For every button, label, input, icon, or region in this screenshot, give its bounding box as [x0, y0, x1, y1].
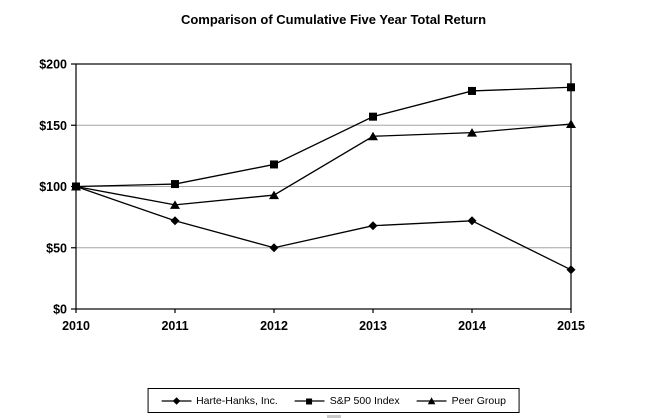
marker-diamond — [566, 265, 576, 275]
legend-label: Peer Group — [451, 394, 506, 407]
marker-square — [72, 182, 80, 191]
marker-triangle — [170, 200, 180, 209]
legend-square-icon — [294, 398, 325, 404]
chart-plot: $0 $50 $100 $150 $200 2010 2011 2012 2013 2014 201… — [39, 58, 585, 334]
x-axis-label: 2014 — [458, 319, 486, 333]
legend-label: S&P 500 Index — [329, 394, 400, 407]
x-axis-label: 2012 — [260, 319, 288, 333]
x-axis-label: 2011 — [161, 319, 188, 333]
chart-legend: Harte-Hanks, Inc. S&P 500 Index Peer Group — [147, 388, 520, 413]
legend-item-1: S&P 500 Index — [294, 394, 400, 407]
legend-label: Harte-Hanks, Inc. — [196, 394, 278, 407]
y-axis-label: $50 — [46, 241, 67, 255]
y-axis-label: $200 — [39, 58, 67, 72]
y-axis-label: $0 — [53, 303, 67, 317]
marker-triangle — [269, 190, 279, 200]
y-axis-label: $150 — [39, 119, 67, 133]
x-axis-label: 2013 — [359, 319, 387, 333]
marker-square — [270, 160, 278, 169]
marker-triangle — [566, 119, 576, 129]
marker-diamond — [467, 216, 477, 226]
x-axis-label: 2015 — [557, 319, 585, 333]
marker-diamond — [170, 216, 180, 226]
series-line-0 — [75, 185, 572, 271]
x-axis-label: 2010 — [62, 319, 90, 333]
marker-square — [567, 83, 575, 92]
legend-item-0: Harte-Hanks, Inc. — [161, 395, 278, 407]
page-artifact — [327, 415, 341, 418]
marker-diamond — [269, 243, 279, 253]
marker-triangle — [368, 131, 378, 141]
marker-diamond — [368, 221, 378, 231]
chart-title: Comparison of Cumulative Five Year Total… — [180, 12, 487, 27]
legend-diamond-icon — [161, 396, 192, 405]
legend-triangle-icon — [416, 396, 447, 404]
marker-square — [468, 86, 476, 95]
marker-square — [369, 112, 377, 121]
legend-item-2: Peer Group — [416, 394, 506, 407]
series-line-2 — [75, 123, 572, 206]
marker-square — [171, 180, 179, 189]
series-line-1 — [75, 86, 572, 188]
marker-triangle — [467, 128, 477, 137]
y-axis-label: $100 — [39, 180, 67, 194]
